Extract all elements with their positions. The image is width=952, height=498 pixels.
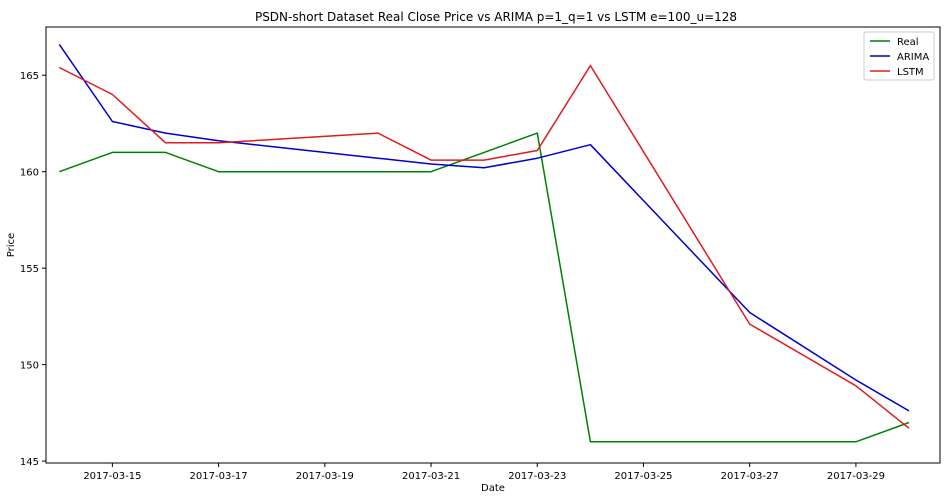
- legend-label-real: Real: [897, 37, 919, 48]
- x-tick-label: 2017-03-29: [827, 471, 885, 482]
- y-tick-label: 145: [20, 457, 39, 468]
- chart-title: PSDN-short Dataset Real Close Price vs A…: [255, 10, 737, 24]
- y-tick-label: 165: [20, 71, 39, 82]
- legend-frame: [863, 31, 935, 81]
- x-tick-label: 2017-03-25: [614, 471, 672, 482]
- series-line-real: [59, 132, 910, 443]
- series-line-arima: [58, 43, 910, 412]
- series-line-lstm: [58, 64, 910, 429]
- series-lines: [58, 43, 910, 443]
- y-axis: 145 150 155 160 165: [20, 71, 46, 468]
- x-tick-label: 2017-03-21: [402, 471, 460, 482]
- plot-area: [45, 26, 941, 464]
- x-tick-label: 2017-03-27: [721, 471, 779, 482]
- y-axis-label: Price: [6, 233, 17, 257]
- legend: Real ARIMA LSTM: [863, 31, 935, 81]
- x-tick-label: 2017-03-15: [83, 471, 141, 482]
- x-axis: 2017-03-15 2017-03-17 2017-03-19 2017-03-21…: [83, 463, 885, 482]
- y-tick-label: 160: [20, 168, 39, 179]
- x-tick-label: 2017-03-19: [296, 471, 354, 482]
- y-tick-label: 155: [20, 264, 39, 275]
- x-tick-label: 2017-03-23: [508, 471, 566, 482]
- y-tick-label: 150: [20, 361, 39, 372]
- x-tick-label: 2017-03-17: [190, 471, 248, 482]
- legend-label-lstm: LSTM: [897, 67, 924, 78]
- legend-label-arima: ARIMA: [897, 52, 929, 63]
- x-axis-label: Date: [481, 483, 505, 494]
